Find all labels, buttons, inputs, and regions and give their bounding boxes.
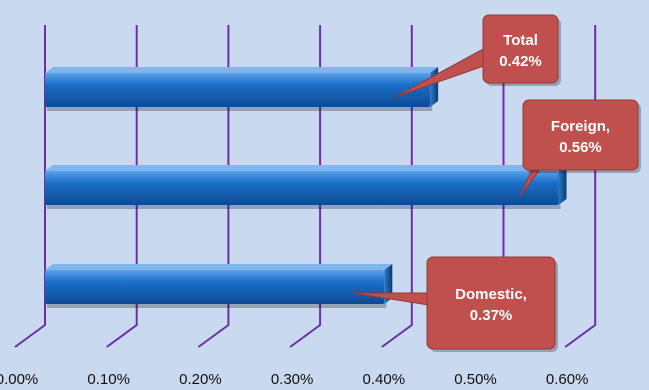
bar-face xyxy=(45,171,559,205)
bar-top xyxy=(45,264,393,270)
gridline xyxy=(564,25,597,348)
bar-face xyxy=(45,73,431,107)
data-label-total: Total 0.42% xyxy=(394,14,561,98)
bar-total xyxy=(45,67,439,111)
bar-face xyxy=(45,270,385,304)
x-tick-label: 0.50% xyxy=(454,371,497,388)
gridline xyxy=(289,25,322,348)
bar-top xyxy=(45,67,439,73)
bar-shadow xyxy=(47,105,433,111)
x-tick-label: 0.30% xyxy=(271,371,314,388)
x-tick-label: 0.10% xyxy=(87,371,130,388)
gridline xyxy=(197,25,230,348)
bar-cap xyxy=(558,165,567,205)
x-tick-label: 0.60% xyxy=(546,371,589,388)
data-label-line1: Total xyxy=(503,32,538,49)
data-label-domestic: Domestic, 0.37% xyxy=(351,256,558,352)
x-tick-label: 0.00% xyxy=(0,371,38,388)
data-label-value: 0.56% xyxy=(559,139,602,156)
callout-box xyxy=(482,14,559,84)
x-axis-tick-labels: 0.00% 0.10% 0.20% 0.30% 0.40% 0.50% 0.60% xyxy=(0,371,588,388)
data-label-value: 0.42% xyxy=(499,53,542,70)
data-label-value: 0.37% xyxy=(470,307,513,324)
data-labels: Domestic, 0.37% Foreign, 0.56% Total 0.42% xyxy=(351,14,641,352)
callout-box xyxy=(522,99,639,171)
bar-cap xyxy=(430,67,439,107)
bar-domestic xyxy=(45,264,393,308)
data-label-line1: Foreign, xyxy=(551,118,610,135)
bar-shadow xyxy=(47,302,387,308)
bar-foreign xyxy=(45,165,567,209)
bar-shadow xyxy=(47,203,561,209)
callout-box xyxy=(426,256,556,350)
gridline xyxy=(106,25,138,348)
bars xyxy=(45,67,567,308)
bar-top xyxy=(45,165,567,171)
x-tick-label: 0.40% xyxy=(363,371,406,388)
data-label-foreign: Foreign, 0.56% xyxy=(519,99,641,197)
x-tick-label: 0.20% xyxy=(179,371,222,388)
data-label-line1: Domestic, xyxy=(455,286,527,303)
gridline xyxy=(381,25,413,348)
gridline xyxy=(14,25,46,348)
